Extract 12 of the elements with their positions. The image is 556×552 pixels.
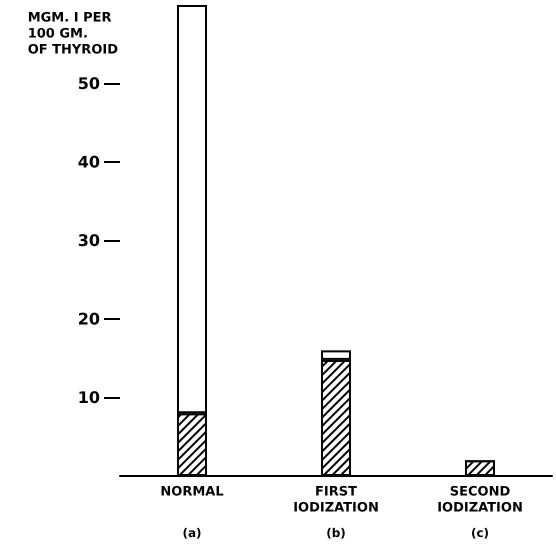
y-tick-label: 30: [78, 231, 100, 250]
y-axis-title: MGM. I PER 100 GM. OF THYROID: [28, 10, 118, 58]
text: (c): [470, 526, 490, 540]
y-tick-label: 40: [78, 152, 100, 172]
x-tick-label: NORMAL: [160, 484, 224, 500]
y-tick-label: 10: [78, 388, 100, 407]
y-tick-label: 20: [78, 310, 100, 328]
y-tick-label: 50: [78, 74, 100, 93]
text: (a): [182, 526, 202, 540]
x-tick-label: FIRST IODIZATION: [293, 484, 379, 516]
x-tick-label: SECOND IODIZATION: [437, 484, 523, 516]
text: (b): [326, 526, 346, 540]
